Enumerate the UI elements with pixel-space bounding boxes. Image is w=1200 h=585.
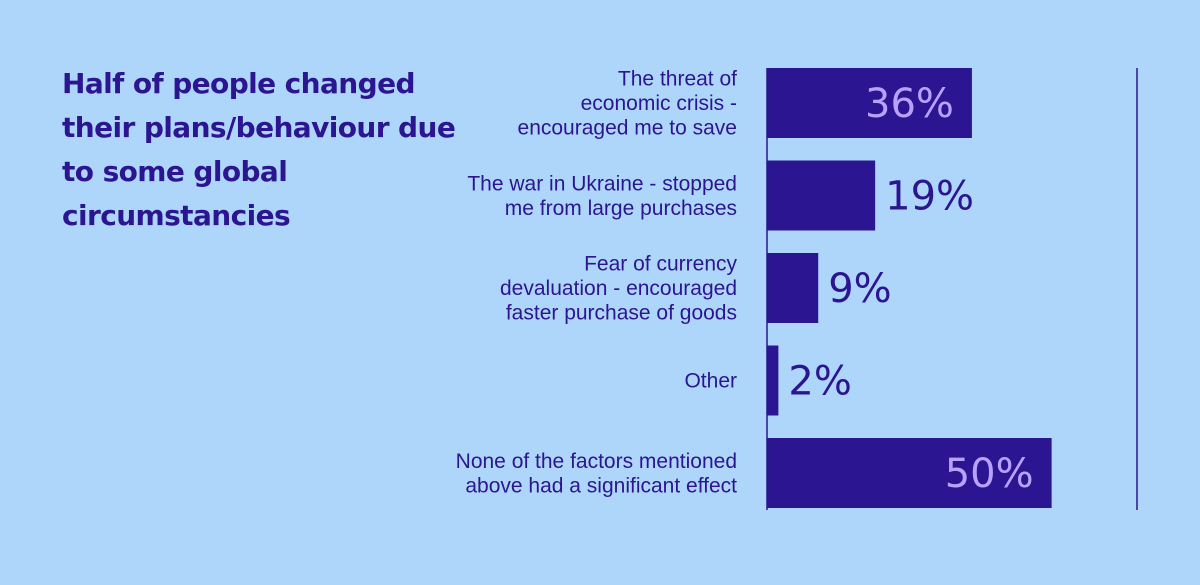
value-label-0: 36%: [865, 81, 954, 127]
category-label-line: Fear of currency: [584, 253, 737, 276]
category-label-2: Fear of currency devaluation - encouraged…: [500, 253, 738, 325]
category-label-line: encouraged me to save: [518, 117, 737, 140]
category-label-line: above had a significant effect: [465, 474, 737, 497]
category-labels-layer: The threat of economic crisis -encouraged…: [456, 68, 738, 498]
category-label-0: The threat of economic crisis -encouraged…: [518, 68, 738, 140]
category-label-3: Other: [684, 370, 737, 393]
category-label-1: The war in Ukraine - stopped me from larg…: [467, 172, 737, 220]
value-label-3: 2%: [788, 359, 851, 405]
chart-title: Half of people changed their plans/behav…: [62, 67, 456, 232]
category-label-4: None of the factors mentioned above had a…: [456, 450, 738, 498]
category-label-line: None of the factors mentioned: [456, 450, 737, 473]
bars-layer: [767, 68, 1052, 508]
bar-0: [767, 68, 972, 138]
bar-2: [767, 253, 819, 323]
category-label-line: Other: [684, 370, 737, 393]
category-label-line: The threat of: [618, 68, 737, 91]
value-label-1: 19%: [885, 174, 974, 220]
category-label-line: The war in Ukraine - stopped: [467, 172, 737, 195]
value-label-4: 50%: [945, 451, 1034, 497]
category-label-line: me from large purchases: [505, 197, 737, 220]
value-label-2: 9%: [828, 266, 891, 312]
category-label-line: devaluation - encouraged: [500, 277, 737, 300]
bar-4: [767, 438, 1052, 508]
category-label-line: faster purchase of goods: [506, 302, 737, 325]
bar-1: [767, 160, 876, 231]
category-label-line: economic crisis -: [581, 92, 737, 115]
bar-3: [767, 345, 779, 416]
value-labels-layer: 36% 19% 9% 2% 50%: [788, 81, 1033, 497]
